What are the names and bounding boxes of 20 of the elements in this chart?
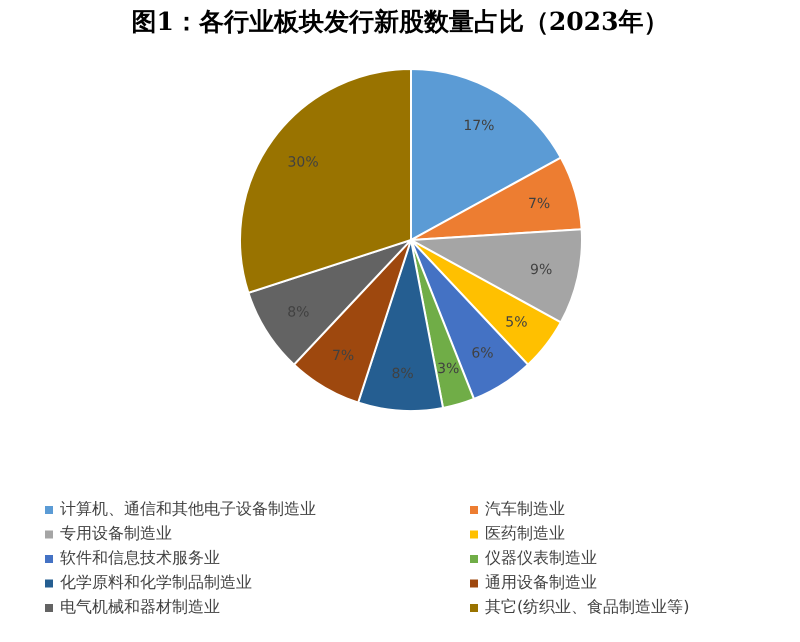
legend-label: 汽车制造业 bbox=[485, 499, 565, 518]
legend-label: 化学原料和化学制品制造业 bbox=[60, 572, 252, 592]
data-label: 5% bbox=[505, 314, 528, 331]
legend-label: 医药制造业 bbox=[485, 524, 565, 542]
legend-label: 软件和信息技术服务业 bbox=[60, 548, 220, 567]
data-label: 17% bbox=[463, 118, 494, 134]
data-label: 30% bbox=[288, 154, 319, 171]
legend-label: 专用设备制造业 bbox=[60, 524, 172, 542]
data-label: 8% bbox=[392, 366, 414, 382]
chart-title: 图1：各行业板块发行新股数量占比（2023年） bbox=[132, 7, 668, 36]
data-label: 7% bbox=[528, 196, 550, 212]
legend-label: 电气机械和器材制造业 bbox=[60, 597, 220, 616]
data-label: 3% bbox=[437, 361, 460, 378]
data-label: 9% bbox=[530, 262, 552, 278]
data-label: 7% bbox=[332, 348, 354, 364]
data-label: 6% bbox=[471, 346, 494, 362]
legend-label: 其它(纺织业、食品制造业等) bbox=[485, 597, 690, 616]
legend-label: 仪器仪表制造业 bbox=[485, 548, 597, 567]
legend-label: 计算机、通信和其他电子设备制造业 bbox=[60, 499, 316, 518]
legend-label: 通用设备制造业 bbox=[485, 572, 597, 592]
